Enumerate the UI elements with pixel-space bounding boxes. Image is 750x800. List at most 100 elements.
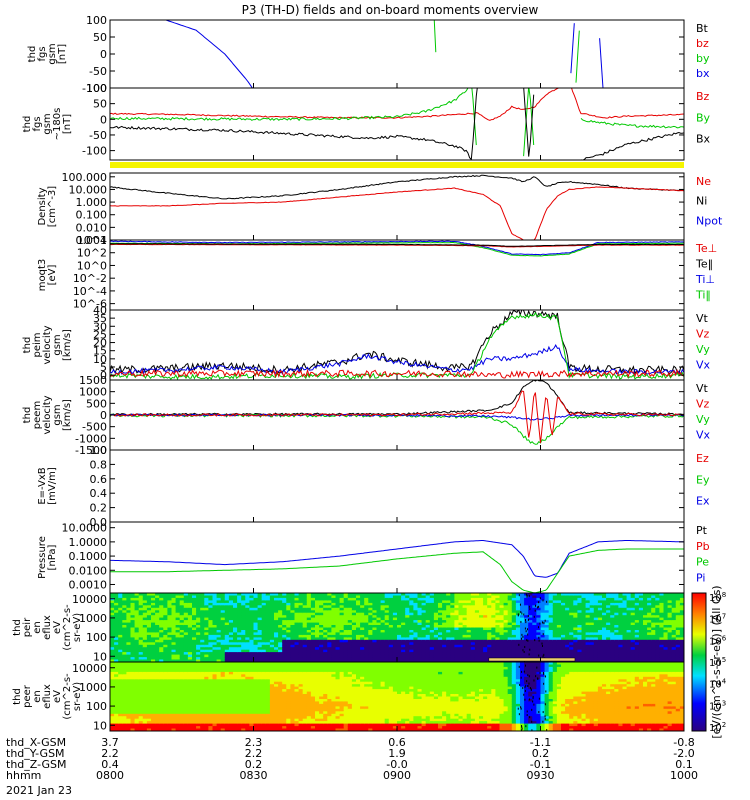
- heatmap-cell: [458, 659, 464, 662]
- heatmap-cell: [679, 637, 684, 641]
- heatmap-cell: [212, 664, 218, 668]
- heatmap-cell: [643, 634, 648, 638]
- heatmap-cell: [204, 630, 209, 634]
- heatmap-cell: [224, 610, 230, 614]
- heatmap-cell: [446, 620, 451, 624]
- panel-frame: [109, 239, 685, 311]
- heatmap-cell: [183, 657, 189, 661]
- heatmap-cell: [593, 627, 599, 631]
- heatmap-cell: [114, 605, 119, 609]
- heatmap-cell: [376, 639, 382, 643]
- heatmap-cell: [212, 625, 218, 629]
- heatmap-cell: [171, 659, 177, 662]
- heatmap-cell: [183, 699, 189, 703]
- heatmap-cell: [487, 639, 492, 643]
- heatmap-cell: [269, 659, 275, 662]
- heatmap-cell: [253, 642, 259, 646]
- heatmap-cell: [187, 593, 193, 597]
- ylabel-line: fgs: [37, 46, 48, 61]
- ytick-label: 1500: [79, 374, 107, 387]
- heatmap-cell: [237, 659, 242, 662]
- heatmap-cell: [417, 622, 423, 626]
- heatmap-cell: [155, 726, 160, 730]
- heatmap-cell: [544, 637, 550, 641]
- heatmap-cell: [130, 625, 136, 629]
- heatmap-cell: [454, 600, 460, 604]
- heatmap-cell: [241, 630, 246, 634]
- heatmap-cell: [183, 694, 189, 698]
- heatmap-cell: [659, 642, 665, 646]
- heatmap-cell: [507, 605, 513, 609]
- heatmap-cell: [196, 632, 201, 636]
- heatmap-cell: [520, 642, 525, 646]
- heatmap-cell: [274, 632, 279, 636]
- heatmap-cell: [671, 652, 677, 656]
- heatmap-cell: [200, 711, 205, 715]
- heatmap-cell: [347, 605, 353, 609]
- heatmap-cell: [487, 637, 492, 641]
- heatmap-cell: [573, 597, 578, 601]
- heatmap-cell: [667, 637, 673, 641]
- ylabel-line: sr-eV): [72, 613, 83, 642]
- heatmap-cell: [200, 617, 205, 621]
- heatmap-cell: [675, 649, 681, 653]
- heatmap-cell: [667, 597, 673, 601]
- heatmap-cell: [187, 684, 193, 688]
- heatmap-cell: [368, 649, 373, 653]
- series-Ti: [110, 240, 684, 256]
- heatmap-cell: [146, 634, 152, 638]
- heatmap-cell: [192, 637, 197, 641]
- heatmap-cell: [335, 659, 341, 662]
- heatmap-cell: [265, 632, 271, 636]
- heatmap-cell: [310, 625, 316, 629]
- heatmap-cell: [306, 652, 312, 656]
- heatmap-cell: [126, 649, 132, 653]
- heatmap-cell: [335, 597, 341, 601]
- heatmap-cell: [626, 654, 632, 658]
- heatmap-cell: [155, 639, 160, 643]
- heatmap-cell: [413, 657, 419, 661]
- heatmap-cell: [286, 612, 291, 616]
- heatmap-cell: [212, 593, 218, 597]
- series-Vt: [110, 380, 684, 416]
- heatmap-cell: [520, 607, 525, 611]
- heatmap-cell: [126, 681, 132, 685]
- heatmap-cell: [474, 595, 480, 599]
- heatmap-cell: [224, 617, 230, 621]
- heatmap-cell: [540, 627, 546, 631]
- heatmap-cell: [610, 639, 615, 643]
- legend-Npot: Npot: [696, 214, 723, 227]
- heatmap-cell: [663, 657, 669, 661]
- heatmap-cell: [647, 654, 652, 658]
- heatmap-cell: [110, 620, 115, 624]
- heatmap-cell: [581, 617, 587, 621]
- heatmap-cell: [278, 649, 283, 653]
- heatmap-cell: [167, 620, 173, 624]
- heatmap-cell: [319, 630, 324, 634]
- heatmap-cell: [643, 615, 648, 619]
- heatmap-cell: [360, 593, 365, 597]
- heatmap-cell: [556, 634, 562, 638]
- heatmap-cell: [450, 605, 455, 609]
- heatmap-cell: [167, 597, 173, 601]
- heatmap-cell: [335, 644, 341, 648]
- heatmap-cell: [130, 664, 136, 668]
- heatmap-cell: [114, 597, 119, 601]
- heatmap-cell: [347, 639, 353, 643]
- heatmap-cell: [126, 703, 132, 707]
- heatmap-cell: [376, 647, 382, 651]
- heatmap-cell: [425, 612, 431, 616]
- heatmap-cell: [315, 625, 320, 629]
- heatmap-cell: [163, 696, 168, 700]
- heatmap-cell: [679, 615, 684, 619]
- heatmap-cell: [142, 597, 148, 601]
- heatmap-cell: [462, 639, 468, 643]
- heatmap-cell: [347, 647, 353, 651]
- heatmap-cell: [196, 711, 201, 715]
- ytick-label: -100: [82, 145, 107, 158]
- heatmap-cell: [118, 634, 123, 638]
- ylabel-line: moqt3: [37, 259, 48, 292]
- heatmap-cell: [573, 625, 578, 629]
- heatmap-cell: [237, 637, 242, 641]
- heatmap-cell: [528, 607, 533, 611]
